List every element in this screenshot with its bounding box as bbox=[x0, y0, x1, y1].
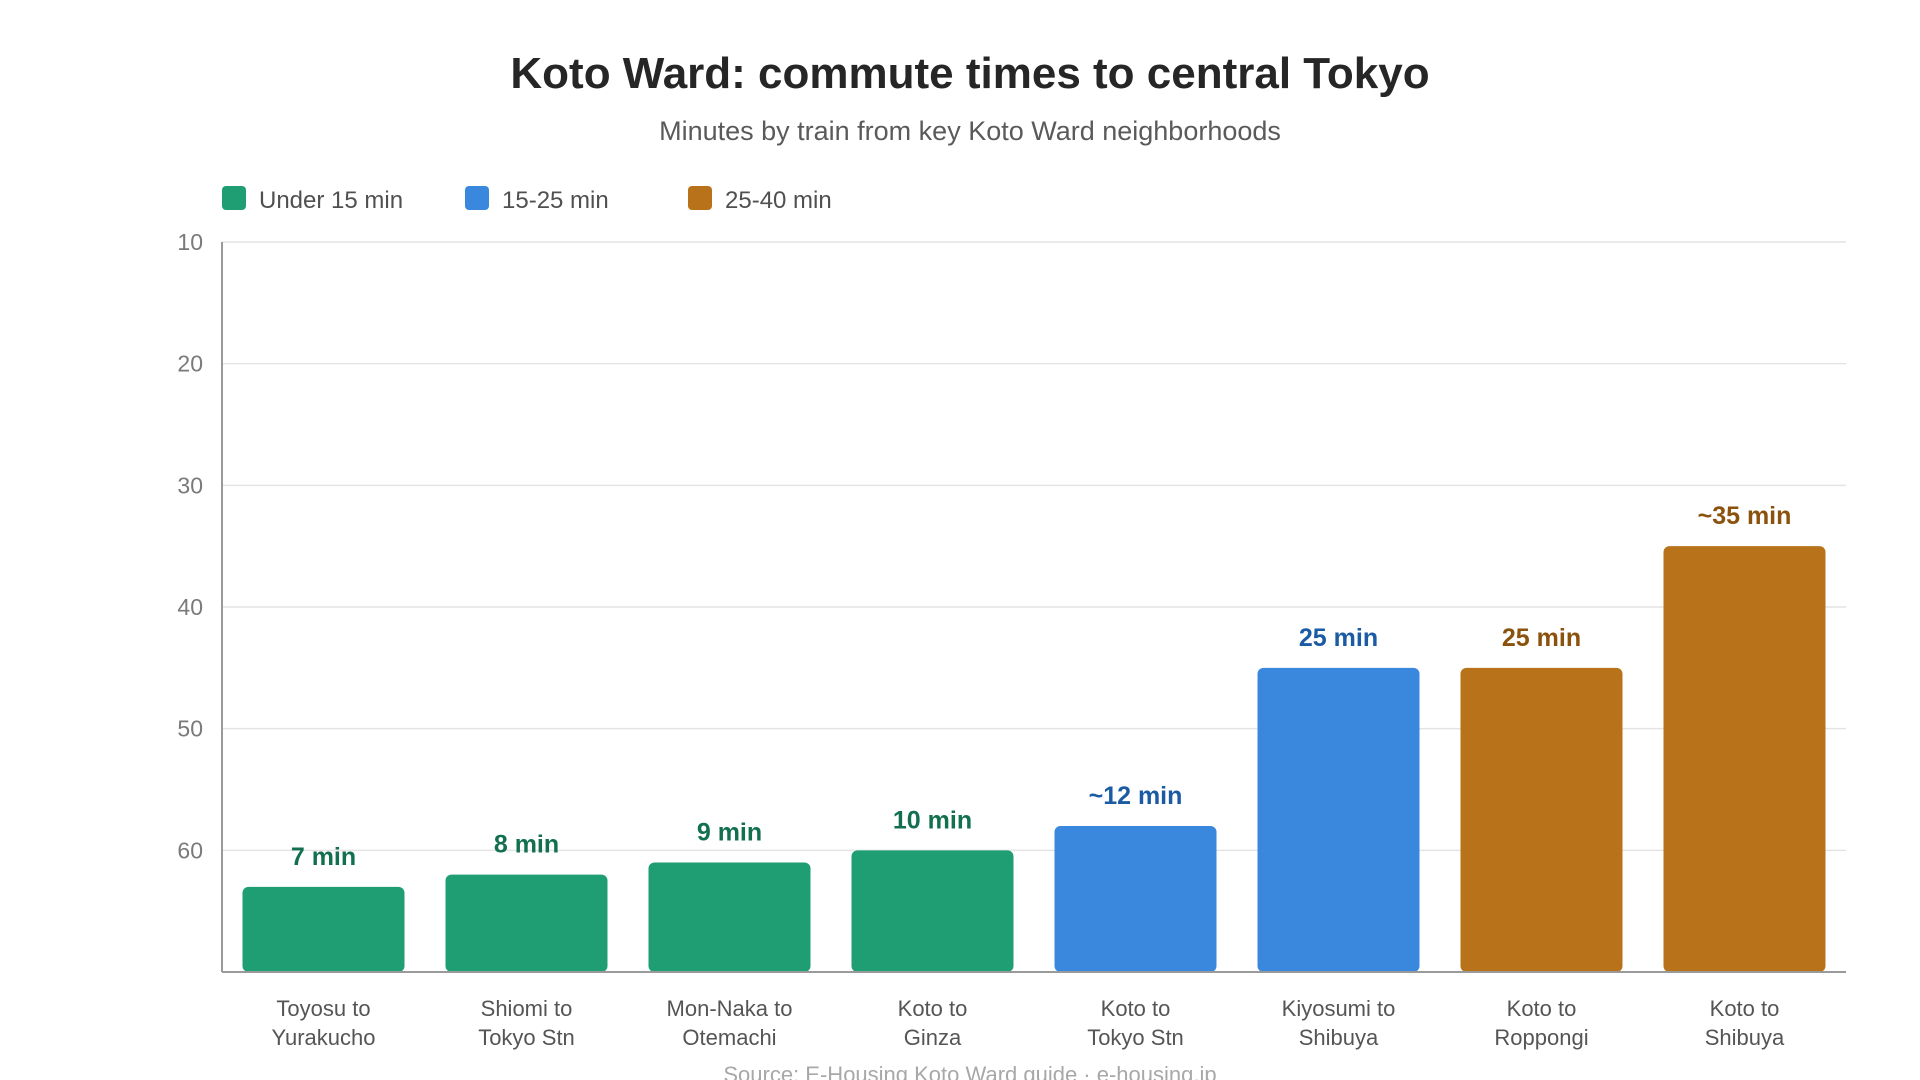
x-category-label: Koto to Roppongi bbox=[1494, 996, 1588, 1050]
bar-value-label: ~12 min bbox=[1089, 782, 1183, 810]
x-axis: Toyosu to Yurakucho Shiomi to Tokyo Stn Mon-… bbox=[272, 996, 1785, 1050]
chart-subtitle: Minutes by train from key Koto Ward neig… bbox=[659, 116, 1281, 146]
y-tick-label: 10 bbox=[177, 229, 203, 255]
bar bbox=[1054, 826, 1217, 972]
x-category-label: Kiyosumi to Shibuya bbox=[1282, 996, 1396, 1050]
y-tick-label: 60 bbox=[177, 837, 203, 863]
x-category-label: Shiomi to Tokyo Stn bbox=[478, 996, 575, 1050]
x-category-label: Toyosu to Yurakucho bbox=[272, 996, 376, 1050]
chart-title: Koto Ward: commute times to central Toky… bbox=[510, 49, 1429, 98]
x-category-label: Koto to Ginza bbox=[898, 996, 968, 1050]
x-category-line: Koto to bbox=[898, 996, 968, 1021]
bar-value-label: 25 min bbox=[1299, 624, 1378, 652]
data-labels: 7 min 8 min 9 min 10 min ~12 min 25 min 25 min… bbox=[291, 502, 1792, 871]
x-category-line: Tokyo Stn bbox=[478, 1025, 575, 1050]
x-category-line: Shiomi to bbox=[481, 996, 573, 1021]
bar-value-label: 10 min bbox=[893, 806, 972, 834]
bar bbox=[1663, 546, 1826, 972]
legend-swatch bbox=[465, 186, 489, 210]
legend: Under 15 min 15-25 min 25-40 min bbox=[222, 186, 832, 214]
bar-value-label: 8 min bbox=[494, 831, 559, 859]
bar bbox=[851, 850, 1014, 972]
x-category-line: Ginza bbox=[904, 1025, 962, 1050]
x-category-line: Mon-Naka to bbox=[667, 996, 793, 1021]
x-category-line: Tokyo Stn bbox=[1087, 1025, 1184, 1050]
y-tick-label: 50 bbox=[177, 716, 203, 742]
x-category-line: Otemachi bbox=[682, 1025, 776, 1050]
x-category-line: Yurakucho bbox=[272, 1025, 376, 1050]
y-tick-label: 40 bbox=[177, 594, 203, 620]
x-category-line: Toyosu to bbox=[276, 996, 370, 1021]
legend-label: 15-25 min bbox=[502, 187, 609, 214]
x-category-line: Koto to bbox=[1507, 996, 1577, 1021]
bar-value-label: ~35 min bbox=[1698, 502, 1792, 530]
y-axis: 10 20 30 40 50 60 bbox=[177, 229, 203, 863]
legend-swatch bbox=[222, 186, 246, 210]
bar bbox=[1257, 667, 1420, 972]
x-category-line: Roppongi bbox=[1494, 1025, 1588, 1050]
bar bbox=[242, 886, 405, 972]
x-category-line: Koto to bbox=[1101, 996, 1171, 1021]
legend-label: 25-40 min bbox=[725, 187, 832, 214]
bars bbox=[242, 546, 1826, 972]
x-category-line: Shibuya bbox=[1299, 1025, 1379, 1050]
x-category-line: Kiyosumi to bbox=[1282, 996, 1396, 1021]
bar bbox=[445, 874, 608, 972]
y-tick-label: 20 bbox=[177, 351, 203, 377]
x-category-label: Koto to Tokyo Stn bbox=[1087, 996, 1184, 1050]
legend-label: Under 15 min bbox=[259, 187, 403, 214]
bar-value-label: 25 min bbox=[1502, 624, 1581, 652]
bar-value-label: 9 min bbox=[697, 819, 762, 847]
bar bbox=[1460, 667, 1623, 972]
bar-value-label: 7 min bbox=[291, 843, 356, 871]
y-tick-label: 30 bbox=[177, 472, 203, 498]
x-category-line: Shibuya bbox=[1705, 1025, 1785, 1050]
x-category-label: Koto to Shibuya bbox=[1705, 996, 1785, 1050]
x-category-line: Koto to bbox=[1710, 996, 1780, 1021]
bar bbox=[648, 862, 811, 972]
grid-lines bbox=[222, 241, 1846, 852]
source-note: Source: E-Housing Koto Ward guide · e-ho… bbox=[723, 1062, 1216, 1080]
x-category-label: Mon-Naka to Otemachi bbox=[667, 996, 793, 1050]
legend-swatch bbox=[688, 186, 712, 210]
